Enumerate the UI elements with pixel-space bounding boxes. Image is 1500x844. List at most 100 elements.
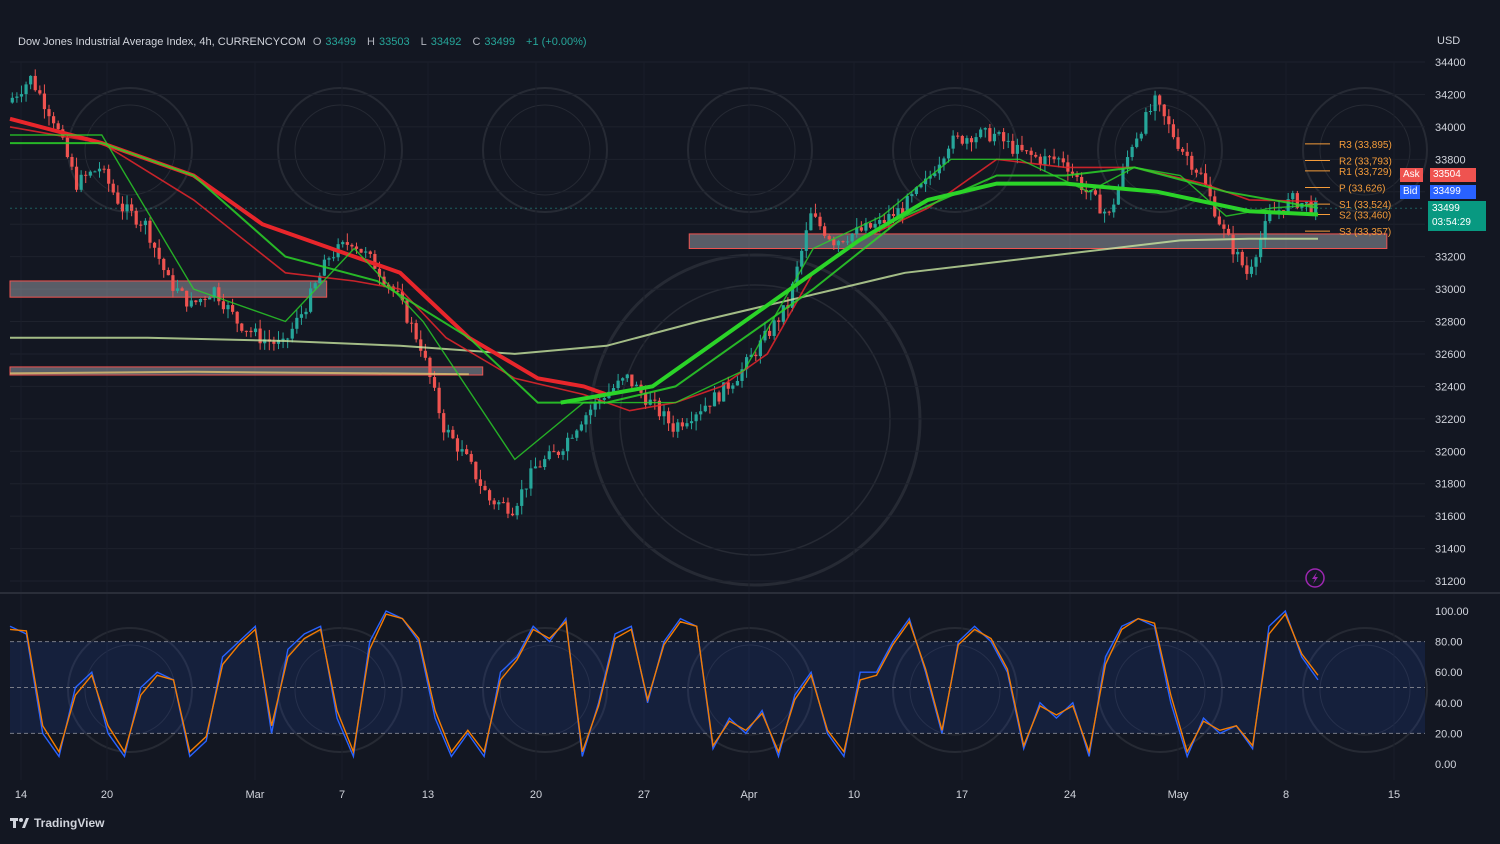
- candle-body: [850, 233, 854, 242]
- candle-body: [1011, 140, 1015, 154]
- candle-body: [745, 357, 749, 370]
- candle-body: [552, 451, 556, 453]
- candle-body: [1254, 257, 1258, 267]
- support-resistance-zones: [9, 233, 1388, 376]
- candle-body: [497, 502, 501, 505]
- candle-body: [148, 220, 152, 243]
- candle-body: [1006, 140, 1010, 142]
- candle-body: [708, 405, 712, 407]
- watermark-seal: [482, 627, 608, 753]
- candle-body: [70, 157, 74, 167]
- candle-body: [878, 219, 882, 224]
- candle-body: [1135, 138, 1139, 147]
- tradingview-branding[interactable]: TradingView: [10, 816, 104, 830]
- moving-averages: [9, 116, 1319, 461]
- candle-body: [1222, 224, 1226, 229]
- candle-body: [1139, 133, 1143, 139]
- watermark-seal: [482, 87, 608, 213]
- ema-green-100-line: [560, 181, 1319, 405]
- candle-body: [584, 415, 588, 425]
- candle-body: [42, 93, 47, 110]
- candle-body: [992, 133, 997, 142]
- price-axis[interactable]: 3440034200340003380033600334003320033000…: [1435, 57, 1469, 771]
- candle-body: [1194, 169, 1198, 173]
- candle-body: [1167, 116, 1171, 125]
- candle-body: [19, 94, 24, 97]
- candle-body: [120, 203, 125, 212]
- candle-body: [951, 135, 955, 149]
- candle-body: [116, 192, 120, 204]
- watermark-seal-inner: [294, 644, 386, 736]
- watermark-seal: [1097, 87, 1223, 213]
- time-tick-label: Apr: [740, 789, 757, 801]
- bar-countdown: 03:54:29: [1432, 217, 1471, 228]
- stoch-tick-label: 40.00: [1435, 698, 1463, 710]
- price-tick-label: 32200: [1435, 414, 1466, 426]
- candle-body: [841, 241, 845, 243]
- candle-body: [1034, 154, 1038, 157]
- time-axis[interactable]: 14 20 Mar 7 13 20 27 Apr 10 17 24 May 8 15: [15, 789, 1400, 801]
- candle-body: [10, 97, 14, 103]
- candle-body: [364, 251, 368, 253]
- candle-body: [717, 392, 721, 402]
- candle-body: [341, 242, 345, 245]
- candle-body: [189, 300, 193, 307]
- candle-body: [566, 437, 570, 452]
- candle-body: [777, 320, 781, 322]
- watermark-seal-inner: [84, 104, 176, 196]
- time-tick-label: 8: [1283, 789, 1289, 801]
- candle-body: [699, 411, 703, 415]
- candle-body: [465, 449, 469, 455]
- price-tick-label: 34400: [1435, 57, 1466, 69]
- candle-body: [313, 283, 317, 289]
- candle-body: [529, 468, 533, 489]
- candle-body: [1162, 104, 1166, 117]
- candle-body: [125, 204, 129, 212]
- symbol-title[interactable]: Dow Jones Industrial Average Index, 4h, …: [18, 36, 306, 48]
- stoch-tick-label: 20.00: [1435, 728, 1463, 740]
- candle-body: [685, 423, 689, 427]
- candle-body: [543, 459, 547, 468]
- candle-body: [1102, 211, 1107, 214]
- candle-body: [88, 171, 92, 176]
- candle-body: [299, 314, 304, 318]
- candle-body: [740, 369, 744, 381]
- stoch-tick-label: 0.00: [1435, 759, 1456, 771]
- stoch-tick-label: 60.00: [1435, 667, 1463, 679]
- candle-body: [478, 479, 483, 486]
- watermark-seal: [277, 87, 403, 213]
- candle-body: [423, 350, 427, 358]
- price-tick-label: 33200: [1435, 252, 1466, 264]
- price-tick-label: 34200: [1435, 89, 1466, 101]
- high-value: H 33503: [367, 36, 410, 48]
- low-value: L 33492: [420, 36, 462, 48]
- candle-body: [722, 382, 726, 402]
- candle-body: [653, 399, 657, 401]
- candle-body: [1158, 95, 1162, 105]
- candle-body: [1245, 265, 1249, 274]
- bid-label: Bid: [1400, 185, 1421, 199]
- watermark-seal-inner: [294, 104, 386, 196]
- candle-body: [354, 246, 359, 249]
- watermark-seal-inner: [909, 644, 1001, 736]
- ask-value: 33504: [1430, 168, 1476, 182]
- pivot-label: R2 (33,793): [1339, 156, 1392, 167]
- price-tick-label: 33000: [1435, 284, 1466, 296]
- close-value: C 33499: [472, 36, 515, 48]
- symbol-header[interactable]: Dow Jones Industrial Average Index, 4h, …: [18, 36, 591, 48]
- candle-body: [914, 187, 919, 195]
- candle-body: [492, 500, 496, 505]
- candle-body: [419, 339, 423, 351]
- candle-body: [901, 208, 905, 214]
- candle-body: [533, 466, 538, 469]
- candle-body: [790, 283, 795, 308]
- lightning-icon[interactable]: [1305, 568, 1325, 588]
- candle-body: [988, 128, 992, 142]
- candle-body: [749, 354, 753, 358]
- candle-body: [575, 430, 579, 438]
- candle-body: [1291, 193, 1295, 200]
- candle-body: [52, 116, 56, 124]
- candle-body: [845, 241, 850, 243]
